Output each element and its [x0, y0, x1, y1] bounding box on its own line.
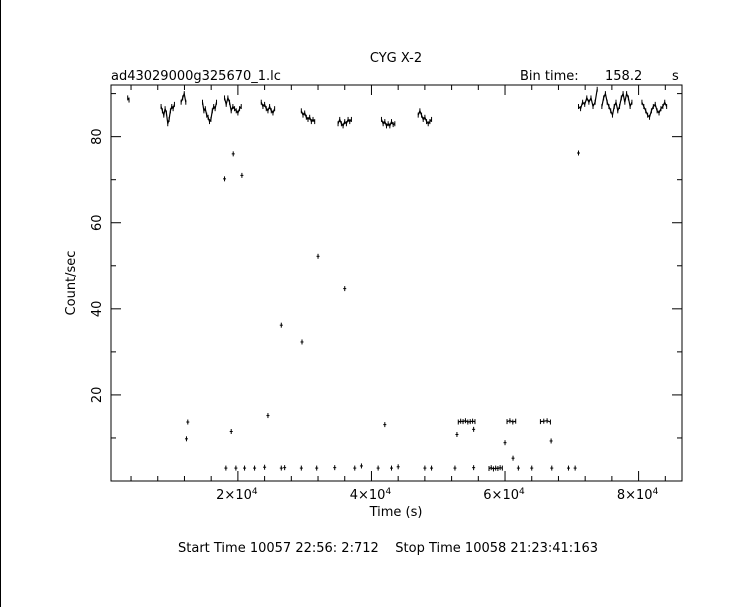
light-curve-segment: [601, 91, 633, 118]
file-name-label: ad43029000g325670_1.lc: [111, 69, 281, 84]
light-curve-segment: [201, 102, 218, 123]
time-range-footer: Start Time 10057 22:56: 2:712 Stop Time …: [178, 541, 598, 556]
light-curve-segment: [160, 104, 175, 124]
bin-time-value: 158.2: [605, 69, 642, 84]
data-marks: [127, 86, 668, 472]
x-tick-label: 4×104: [350, 487, 392, 503]
light-curve-segment: [506, 420, 516, 423]
y-tick-label: 60: [90, 214, 105, 231]
light-curve-segment: [578, 89, 598, 110]
x-axis-label: Time (s): [369, 505, 423, 520]
y-axis-label: Count/sec: [64, 251, 79, 316]
bin-time-unit: s: [672, 69, 679, 84]
chart-title: CYG X-2: [370, 51, 422, 66]
y-tick-label: 80: [90, 128, 105, 145]
bin-time-label: Bin time:: [520, 69, 579, 84]
start-time-text: Start Time 10057 22:56: 2:712: [178, 541, 379, 556]
light-curve-segment: [180, 91, 187, 103]
x-tick-label: 8×104: [617, 487, 659, 503]
axis-tick-labels: 2×104 4×104 6×104 8×104 20 40 60 80: [90, 128, 659, 503]
y-tick-label: 20: [90, 387, 105, 404]
y-tick-label: 40: [90, 301, 105, 318]
stop-time-text: Stop Time 10058 21:23:41:163: [395, 541, 598, 556]
window-edge: [0, 0, 1, 607]
x-tick-label: 2×104: [216, 487, 258, 503]
plot-frame: [110, 84, 683, 482]
x-tick-label: 6×104: [483, 487, 525, 503]
axis-ticks: [111, 85, 682, 481]
light-curve-segment: [540, 420, 551, 423]
